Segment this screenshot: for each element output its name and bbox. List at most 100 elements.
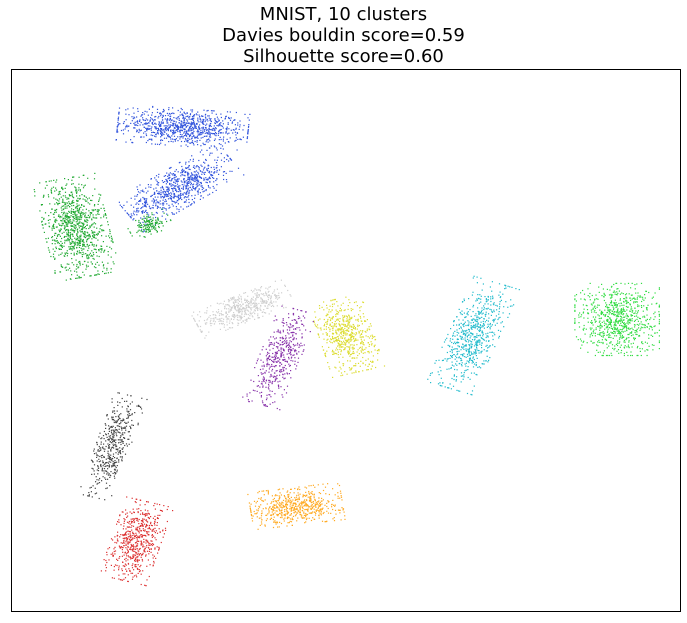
scatter-point <box>486 350 489 352</box>
scatter-point <box>503 306 505 308</box>
scatter-point <box>173 177 175 179</box>
scatter-point <box>353 327 355 329</box>
scatter-point <box>226 313 229 316</box>
scatter-point <box>211 129 213 131</box>
scatter-point <box>151 114 153 116</box>
scatter-point <box>185 184 187 187</box>
scatter-point <box>328 366 330 368</box>
scatter-point <box>378 350 380 352</box>
scatter-point <box>99 197 101 199</box>
scatter-point <box>67 238 69 240</box>
scatter-point <box>326 313 328 315</box>
scatter-point <box>249 307 251 309</box>
scatter-point <box>200 195 202 197</box>
scatter-point <box>491 331 493 333</box>
scatter-point <box>466 329 468 331</box>
scatter-point <box>185 199 187 201</box>
scatter-point <box>66 207 68 209</box>
scatter-point <box>84 219 86 221</box>
scatter-point <box>502 312 504 314</box>
scatter-point <box>70 270 72 272</box>
scatter-point <box>186 183 188 186</box>
scatter-point <box>309 331 311 333</box>
scatter-point <box>465 344 467 346</box>
scatter-point <box>288 346 290 349</box>
scatter-point <box>470 332 472 335</box>
scatter-point <box>44 212 47 214</box>
scatter-point <box>154 196 156 198</box>
scatter-point <box>332 376 334 378</box>
scatter-point <box>53 239 55 241</box>
scatter-point <box>439 382 441 384</box>
scatter-point <box>182 194 184 196</box>
scatter-point <box>276 331 278 333</box>
scatter-point <box>167 135 169 138</box>
scatter-point <box>352 308 354 310</box>
scatter-point <box>177 125 179 127</box>
scatter-point <box>56 240 58 242</box>
scatter-point <box>190 184 192 186</box>
scatter-point <box>493 321 495 323</box>
scatter-point <box>278 360 280 362</box>
scatter-point <box>288 352 290 355</box>
scatter-point <box>164 192 167 194</box>
scatter-point <box>165 218 167 220</box>
scatter-point <box>500 330 502 332</box>
scatter-point <box>76 238 78 241</box>
scatter-point <box>187 182 189 184</box>
scatter-point <box>169 115 171 117</box>
scatter-point <box>267 351 269 353</box>
scatter-point <box>198 180 200 182</box>
scatter-point <box>192 119 194 121</box>
scatter-point <box>270 374 272 376</box>
scatter-point <box>246 304 248 306</box>
scatter-point <box>470 341 472 343</box>
scatter-point <box>107 251 109 253</box>
scatter-point <box>449 345 451 347</box>
scatter-point <box>465 350 468 352</box>
scatter-point <box>214 321 216 323</box>
scatter-point <box>203 319 206 322</box>
scatter-point <box>349 338 351 340</box>
scatter-point <box>157 223 159 225</box>
scatter-point <box>174 186 176 188</box>
scatter-point <box>176 199 178 202</box>
scatter-point <box>187 171 189 173</box>
scatter-point <box>48 249 50 251</box>
scatter-point <box>146 198 148 200</box>
scatter-point <box>165 194 167 196</box>
scatter-point <box>283 342 286 344</box>
scatter-point <box>152 207 154 209</box>
scatter-point <box>115 252 117 254</box>
scatter-point <box>449 357 451 359</box>
scatter-point <box>92 195 94 197</box>
scatter-point <box>338 328 340 330</box>
scatter-point <box>180 172 182 174</box>
scatter-point <box>186 182 188 184</box>
scatter-point <box>204 171 206 173</box>
scatter-point <box>138 226 140 228</box>
scatter-point <box>193 180 195 182</box>
scatter-point <box>349 316 351 319</box>
scatter-point <box>60 240 62 243</box>
scatter-point <box>173 196 175 198</box>
scatter-point <box>150 129 152 131</box>
scatter-point <box>76 218 78 220</box>
scatter-point <box>158 123 160 125</box>
scatter-point <box>348 348 351 350</box>
scatter-point <box>96 234 98 236</box>
scatter-point <box>207 132 209 134</box>
scatter-point <box>152 106 154 108</box>
scatter-point <box>237 299 239 301</box>
scatter-point <box>154 135 156 137</box>
scatter-point <box>475 362 477 364</box>
scatter-point <box>469 378 471 380</box>
scatter-point <box>61 211 63 214</box>
scatter-point <box>107 221 109 223</box>
scatter-point <box>279 330 281 332</box>
scatter-point <box>229 320 231 322</box>
scatter-point <box>116 130 118 132</box>
scatter-point <box>167 189 169 191</box>
scatter-point <box>143 215 145 217</box>
scatter-point <box>288 350 290 352</box>
